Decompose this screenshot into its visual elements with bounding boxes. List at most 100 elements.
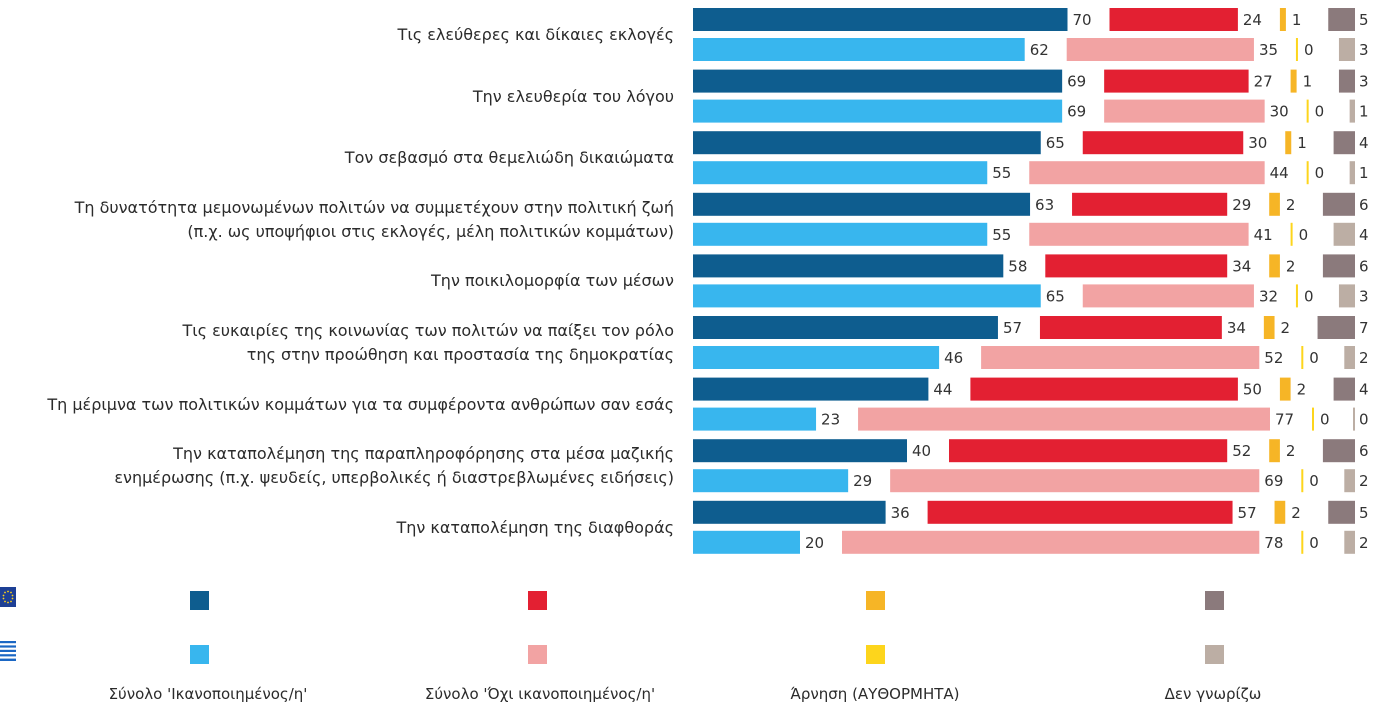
legend-label-not-satisfied: Σύνολο 'Όχι ικανοποιημένος/η' — [424, 685, 656, 703]
legend-label-refusal: Άρνηση (ΑΥΘΟΡΜΗΤΑ) — [790, 685, 960, 703]
category-label: Τη δυνατότητα μεμονωμένων πολιτών να συμ… — [74, 197, 674, 241]
value-label-not-satisfied: 30 — [1248, 134, 1267, 152]
bar-satisfied-eu — [693, 500, 886, 524]
legend-label-dont-know: Δεν γνωρίζω — [1164, 685, 1262, 703]
value-label-satisfied: 46 — [944, 349, 963, 367]
bar-satisfied-el — [693, 530, 800, 554]
value-label-refusal: 0 — [1309, 349, 1319, 367]
value-label-not-satisfied: 29 — [1232, 196, 1251, 214]
value-label-not-satisfied: 27 — [1254, 73, 1273, 91]
bar-refusal-el — [1306, 99, 1309, 123]
bar-refusal-eu — [1269, 254, 1280, 278]
value-label-not-satisfied: 52 — [1232, 442, 1251, 460]
bar-satisfied-el — [693, 38, 1025, 61]
value-label-satisfied: 40 — [912, 442, 931, 460]
bar-not-satisfied-el — [981, 346, 1260, 369]
bars-area: 70 24 1 562 35 0 369 27 1 369 30 0 165 30 1 455 44 0 163 29… — [693, 8, 1369, 554]
bar-satisfied-eu — [693, 131, 1041, 155]
bar-satisfied-eu — [693, 439, 907, 463]
value-label-not-satisfied: 69 — [1264, 472, 1283, 490]
value-label-dont-know: 4 — [1359, 381, 1369, 399]
value-label-satisfied: 57 — [1003, 319, 1022, 337]
category-label: Την ελευθερία του λόγου — [472, 86, 674, 106]
bar-refusal-el — [1301, 346, 1304, 369]
bar-not-satisfied-eu — [1104, 69, 1249, 93]
value-label-dont-know: 5 — [1359, 11, 1369, 29]
value-label-dont-know: 1 — [1359, 164, 1369, 182]
legend-swatch-satisfied-eu — [190, 591, 209, 610]
bar-refusal-eu — [1279, 8, 1286, 31]
value-label-not-satisfied: 32 — [1259, 287, 1278, 305]
value-label-satisfied: 65 — [1046, 134, 1065, 152]
legend-label-satisfied: Σύνολο 'Ικανοποιημένος/η' — [108, 685, 308, 703]
bar-not-satisfied-eu — [1072, 192, 1228, 216]
value-label-dont-know: 6 — [1359, 442, 1369, 460]
legend-swatch-dont-know-eu — [1205, 591, 1224, 610]
bar-satisfied-el — [693, 346, 940, 369]
value-label-dont-know: 2 — [1359, 472, 1369, 490]
value-label-satisfied: 62 — [1030, 41, 1049, 59]
bar-refusal-el — [1306, 161, 1309, 185]
bar-dont-know-el — [1338, 284, 1355, 308]
value-label-satisfied: 65 — [1046, 287, 1065, 305]
bar-dont-know-el — [1333, 222, 1355, 246]
bar-satisfied-el — [693, 99, 1063, 123]
bar-not-satisfied-el — [1104, 99, 1265, 123]
bar-not-satisfied-eu — [970, 377, 1238, 401]
bar-not-satisfied-eu — [1045, 254, 1228, 278]
bar-not-satisfied-el — [858, 407, 1270, 431]
bar-refusal-eu — [1269, 439, 1280, 463]
bar-dont-know-el — [1344, 346, 1355, 369]
value-label-refusal: 2 — [1281, 319, 1291, 337]
value-label-refusal: 1 — [1292, 11, 1302, 29]
value-label-refusal: 2 — [1286, 257, 1296, 275]
bar-dont-know-eu — [1328, 500, 1355, 524]
bar-dont-know-eu — [1333, 377, 1355, 401]
value-label-dont-know: 7 — [1359, 319, 1369, 337]
value-label-dont-know: 3 — [1359, 41, 1369, 59]
value-label-satisfied: 69 — [1067, 103, 1086, 121]
bar-refusal-eu — [1290, 69, 1297, 93]
bar-satisfied-eu — [693, 377, 929, 401]
legend-swatch-refusal-eu — [866, 591, 885, 610]
value-label-refusal: 1 — [1297, 134, 1307, 152]
value-label-satisfied: 58 — [1008, 257, 1027, 275]
category-label: Τον σεβασμό στα θεμελιώδη δικαιώματα — [344, 148, 674, 168]
value-label-satisfied: 23 — [821, 411, 840, 429]
bar-not-satisfied-eu — [1039, 316, 1222, 339]
bar-refusal-el — [1301, 469, 1304, 493]
value-label-not-satisfied: 50 — [1243, 381, 1262, 399]
bar-not-satisfied-eu — [927, 500, 1233, 524]
bar-dont-know-el — [1349, 161, 1355, 185]
legend-swatch-refusal-el — [866, 645, 885, 664]
value-label-refusal: 0 — [1315, 103, 1325, 121]
category-label: Τη μέριμνα των πολιτικών κομμάτων για τα… — [47, 394, 674, 414]
category-label: Τις ευκαιρίες της κοινωνίας των πολιτών … — [182, 321, 674, 364]
bar-satisfied-eu — [693, 254, 1004, 278]
value-label-dont-know: 4 — [1359, 226, 1369, 244]
value-label-not-satisfied: 78 — [1264, 534, 1283, 552]
bar-refusal-el — [1301, 530, 1304, 554]
bar-satisfied-el — [693, 284, 1041, 308]
eu-flag-icon — [0, 587, 16, 607]
bar-refusal-eu — [1263, 316, 1275, 339]
bar-chart: Τις ελεύθερες και δίκαιες εκλογές Την ελε… — [47, 8, 1369, 554]
value-label-refusal: 2 — [1286, 196, 1296, 214]
value-label-not-satisfied: 41 — [1254, 226, 1273, 244]
value-label-not-satisfied: 52 — [1264, 349, 1283, 367]
category-label: Την καταπολέμηση της παραπληροφόρησης στ… — [114, 444, 674, 488]
value-label-satisfied: 55 — [992, 164, 1011, 182]
bar-satisfied-eu — [693, 8, 1068, 31]
value-label-not-satisfied: 34 — [1227, 319, 1246, 337]
value-label-not-satisfied: 35 — [1259, 41, 1278, 59]
bar-refusal-eu — [1285, 131, 1292, 155]
legend-swatch-not-satisfied-eu — [528, 591, 547, 610]
value-label-not-satisfied: 34 — [1232, 257, 1251, 275]
bar-dont-know-eu — [1322, 439, 1355, 463]
value-label-refusal: 0 — [1304, 41, 1314, 59]
value-label-refusal: 0 — [1320, 411, 1330, 429]
value-label-refusal: 0 — [1304, 287, 1314, 305]
value-label-dont-know: 1 — [1359, 103, 1369, 121]
value-label-dont-know: 3 — [1359, 73, 1369, 91]
bar-not-satisfied-el — [1029, 222, 1249, 246]
